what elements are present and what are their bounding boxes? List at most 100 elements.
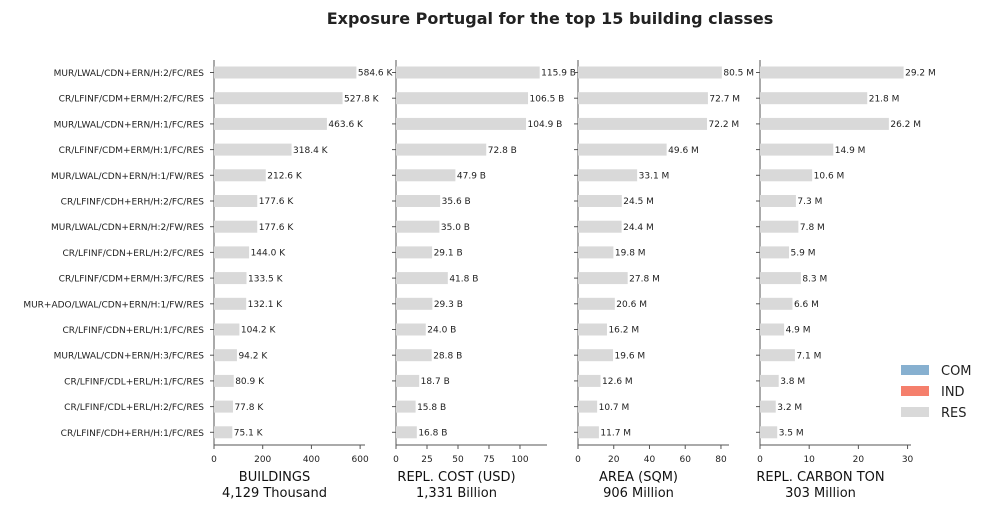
x-tick-label: 0 [211,455,217,465]
value-label: 29.2 M [905,69,936,79]
bar [760,246,790,259]
value-label: 28.8 B [433,351,462,361]
value-label: 77.8 K [234,403,264,413]
bar [578,246,614,259]
value-label: 212.6 K [267,172,303,182]
x-tick-label: 600 [352,455,369,465]
category-label: CR/LFINF/CDH+ERH/H:2/FC/RES [61,198,205,208]
x-tick-label: 20 [853,455,865,465]
bar [396,66,540,79]
value-label: 16.2 M [608,326,639,336]
bar [214,92,343,105]
value-label: 27.8 M [629,274,660,284]
bar [760,374,779,387]
bar [214,66,357,79]
value-label: 318.4 K [293,146,329,156]
category-label: CR/LFINF/CDN+ERL/H:2/FC/RES [62,249,204,259]
bar [578,426,599,439]
value-label: 104.9 B [528,120,563,130]
bar [214,272,247,285]
bar [578,272,628,285]
bar [214,349,237,362]
value-label: 16.8 B [418,429,447,439]
bar [214,426,233,439]
bar [396,92,529,105]
bar [214,400,233,413]
value-label: 41.8 B [449,274,478,284]
x-tick-label: 0 [757,455,763,465]
value-label: 18.7 B [421,377,450,387]
bar [760,220,799,233]
value-label: 35.0 B [441,223,470,233]
bar [760,426,778,439]
x-tick-label: 50 [452,455,464,465]
bar [760,272,801,285]
value-label: 3.2 M [777,403,802,413]
value-label: 94.2 K [238,351,268,361]
category-label: MUR/LWAL/CDN+ERN/H:2/FW/RES [51,223,204,233]
bar [396,220,440,233]
value-label: 29.3 B [434,300,463,310]
x-axis-subtitle: 906 Million [603,486,674,501]
x-axis-title: REPL. CARBON TON [756,470,884,485]
bar [214,220,258,233]
value-label: 7.8 M [800,223,825,233]
x-tick-label: 20 [608,455,620,465]
value-label: 80.9 K [235,377,265,387]
x-tick-label: 30 [902,455,914,465]
bar [578,66,722,79]
x-axis-subtitle: 303 Million [785,486,856,501]
value-label: 132.1 K [248,300,284,310]
bar [214,246,250,259]
value-label: 75.1 K [234,429,264,439]
value-label: 10.6 M [814,172,845,182]
legend-entry: IND [941,385,965,400]
legend: COM IND RES [901,364,972,421]
bar [396,143,487,156]
bar [396,400,416,413]
category-label: MUR/LWAL/CDN+ERN/H:1/FW/RES [51,172,204,182]
bar [396,426,417,439]
x-tick-label: 0 [393,455,399,465]
value-label: 15.8 B [417,403,446,413]
value-label: 133.5 K [248,274,284,284]
bar [760,195,796,207]
bar [396,195,441,207]
value-label: 10.7 M [599,403,630,413]
value-label: 19.6 M [615,351,646,361]
bar [760,92,868,105]
value-label: 463.6 K [328,120,364,130]
x-tick-label: 80 [715,455,727,465]
value-label: 72.7 M [709,94,740,104]
legend-entry: RES [941,406,967,421]
bar [214,117,327,130]
x-tick-label: 0 [575,455,581,465]
bar [214,169,266,182]
bar [760,323,785,336]
value-label: 8.3 M [802,274,827,284]
category-label: MUR/LWAL/CDN+ERN/H:1/FC/RES [54,120,205,130]
x-axis-title: BUILDINGS [239,470,310,485]
bar [396,117,527,130]
value-label: 24.0 B [427,326,456,336]
panel-4: 29.2 M 21.8 M 26.2 M 14.9 M 10.6 M 7.3 M 7.8 M… [756,60,936,501]
value-label: 12.6 M [602,377,633,387]
value-label: 21.8 M [869,94,900,104]
value-label: 72.8 B [488,146,517,156]
legend-swatch [901,365,929,375]
value-label: 80.5 M [723,69,754,79]
category-label: MUR+ADO/LWAL/CDN+ERN/H:1/FW/RES [23,300,204,310]
bar [760,143,834,156]
value-label: 104.2 K [241,326,277,336]
bar [214,195,258,207]
value-label: 106.5 B [530,94,565,104]
value-label: 177.6 K [259,197,295,207]
value-label: 3.5 M [779,429,804,439]
value-label: 33.1 M [639,172,670,182]
category-label: CR/LFINF/CDL+ERL/H:2/FC/RES [64,403,204,413]
bar [578,195,622,207]
bar [396,169,456,182]
x-tick-label: 40 [644,455,656,465]
category-label: MUR/LWAL/CDN+ERN/H:2/FC/RES [54,69,205,79]
